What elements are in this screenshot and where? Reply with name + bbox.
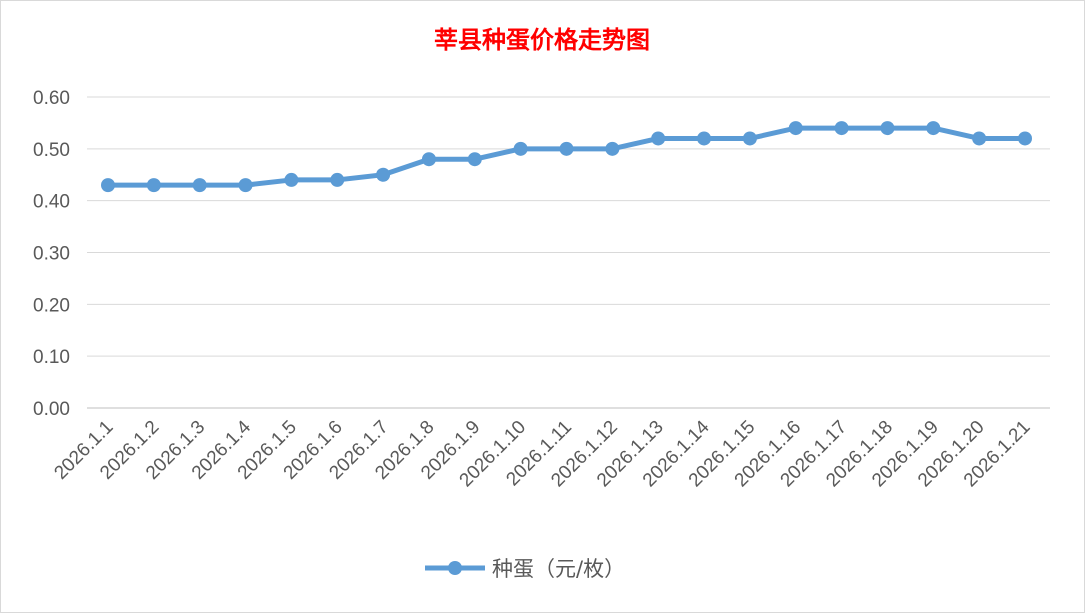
data-point [284, 172, 299, 187]
data-point [238, 178, 253, 193]
y-tick-label: 0.60 [33, 88, 70, 109]
data-point [1018, 131, 1032, 146]
data-point [376, 167, 391, 182]
data-point [880, 121, 895, 136]
data-point [101, 178, 115, 193]
data-point [192, 178, 207, 193]
data-point [605, 141, 620, 156]
y-tick-label: 0.50 [33, 140, 70, 161]
data-point [697, 131, 712, 146]
data-point [513, 141, 528, 156]
data-point [651, 131, 666, 146]
data-point [926, 121, 941, 136]
y-tick-label: 0.00 [33, 399, 70, 420]
data-point [972, 131, 987, 146]
chart-title: 莘县种蛋价格走势图 [434, 25, 650, 54]
legend-label: 种蛋（元/枚） [492, 557, 625, 581]
series-line [108, 125, 1025, 188]
legend-marker [448, 561, 462, 575]
data-point [788, 121, 803, 136]
data-point [467, 152, 482, 167]
data-point [330, 172, 345, 187]
y-tick-label: 0.20 [33, 295, 70, 316]
legend: 种蛋（元/枚） [425, 557, 625, 581]
data-point [742, 131, 757, 146]
y-tick-label: 0.40 [33, 192, 70, 213]
y-tick-label: 0.10 [33, 347, 70, 368]
data-point [146, 178, 161, 193]
data-point [421, 152, 436, 167]
data-point [834, 121, 849, 136]
y-tick-label: 0.30 [33, 244, 70, 265]
data-point [559, 141, 574, 156]
